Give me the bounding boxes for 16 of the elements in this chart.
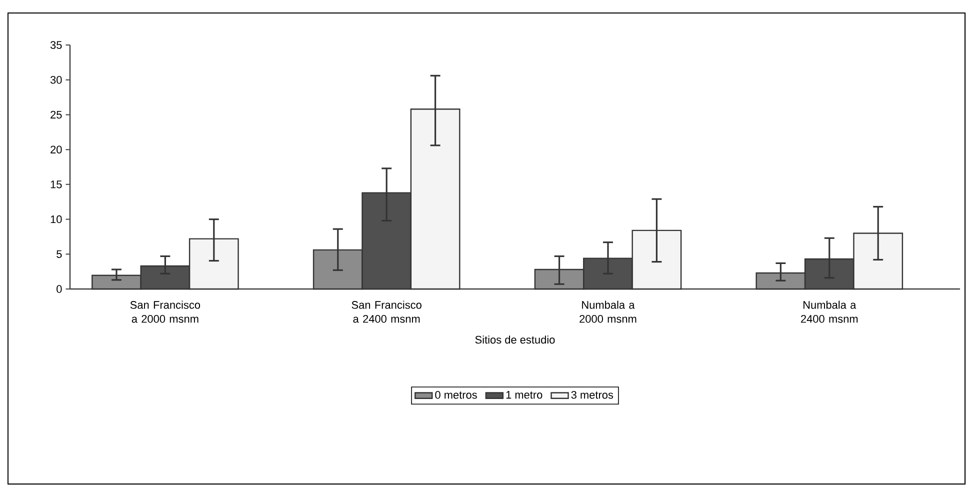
y-tick-label: 0: [56, 285, 62, 293]
x-tick-label: San Francisco a 2000 msnm: [130, 300, 200, 323]
y-tick-label: 35: [50, 41, 62, 49]
legend-label: 3 metros: [571, 390, 614, 399]
y-tick-label: 10: [50, 215, 62, 224]
y-tick-label: 15: [50, 180, 62, 188]
x-tick-label: Numbala a 2000 msnm: [580, 300, 636, 323]
legend-label: 1 metro: [506, 391, 542, 399]
legend-label: 0 metros: [435, 390, 477, 399]
x-tick-label: Numbala a 2400 msnm: [801, 300, 858, 323]
y-tick-label: 5: [56, 250, 62, 258]
x-tick-label: San Francisco a 2400 msnm: [352, 300, 422, 323]
y-tick-label: 20: [50, 146, 62, 154]
y-tick-label: 30: [50, 76, 62, 84]
y-tick-label: 25: [50, 110, 62, 119]
x-axis-title: Sitios de estudio: [475, 336, 555, 344]
